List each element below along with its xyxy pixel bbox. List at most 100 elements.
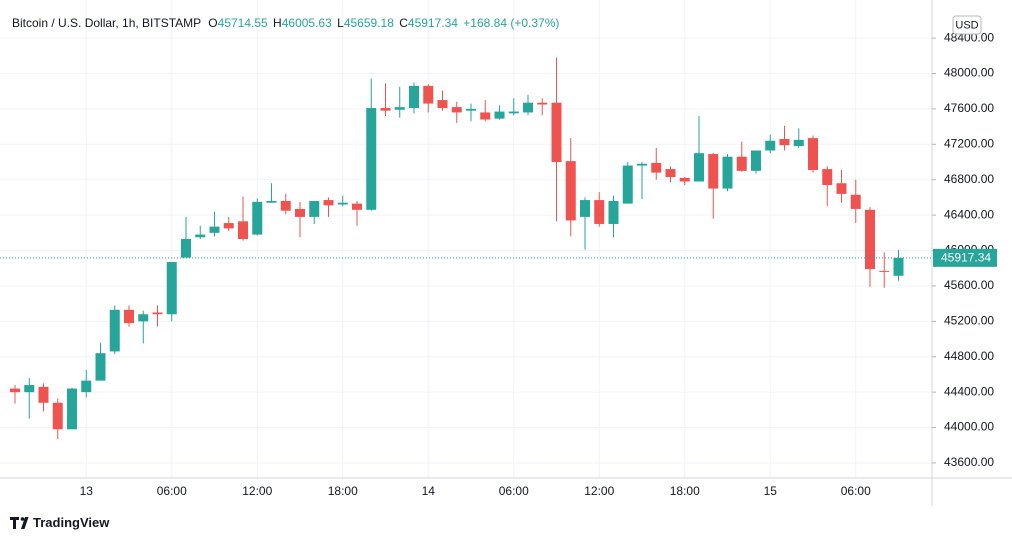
change-value: +168.84 (+0.37%) bbox=[463, 16, 559, 30]
candle-body bbox=[109, 309, 120, 352]
logo-dot bbox=[20, 517, 25, 521]
candle-body bbox=[893, 257, 904, 276]
candle-body bbox=[765, 140, 776, 151]
axis-labels: 43600.00 44000.00 44400.00 44800.00 45200.00… bbox=[80, 30, 997, 498]
candle-body bbox=[608, 200, 619, 224]
high-value: 46005.63 bbox=[282, 16, 332, 30]
candle-body bbox=[124, 309, 134, 324]
candle-body bbox=[409, 85, 419, 109]
x-tick-label: 18:00 bbox=[328, 484, 358, 498]
y-tick-label: 44800.00 bbox=[944, 349, 994, 363]
candle-body bbox=[10, 388, 20, 393]
x-tick-label: 12:00 bbox=[584, 484, 614, 498]
candle-body bbox=[52, 402, 63, 430]
candle-body bbox=[736, 156, 747, 171]
candle-body bbox=[451, 107, 462, 113]
candles bbox=[0, 57, 932, 440]
grid bbox=[0, 0, 932, 478]
candle-body bbox=[67, 388, 77, 430]
candle-body bbox=[181, 239, 191, 258]
candle-body bbox=[523, 102, 533, 113]
candle-body bbox=[309, 200, 320, 217]
candle-body bbox=[836, 183, 847, 194]
close-value: 45917.34 bbox=[408, 16, 458, 30]
candle-body bbox=[366, 108, 377, 210]
candle-body bbox=[679, 177, 690, 182]
candle-body bbox=[81, 380, 92, 393]
candle-body bbox=[337, 202, 348, 205]
candle-body bbox=[24, 385, 35, 393]
candle-body bbox=[622, 165, 633, 204]
candle-body bbox=[694, 153, 704, 182]
candle-body bbox=[195, 234, 206, 238]
y-tick-label: 45600.00 bbox=[944, 278, 994, 292]
candle-body bbox=[637, 163, 647, 166]
x-tick-label: 06:00 bbox=[841, 484, 871, 498]
x-tick-label: 14 bbox=[422, 484, 436, 498]
brand-name: TradingView bbox=[33, 515, 110, 530]
candle-body bbox=[295, 208, 305, 217]
candle-body bbox=[266, 200, 277, 203]
candle-body bbox=[808, 138, 818, 170]
y-tick-label: 45200.00 bbox=[944, 314, 994, 328]
currency-label[interactable]: USD bbox=[955, 19, 978, 31]
candle-body bbox=[437, 100, 448, 109]
last-price-label: 45917.34 bbox=[941, 251, 991, 265]
x-tick-label: 12:00 bbox=[242, 484, 272, 498]
candle-body bbox=[380, 108, 391, 111]
close-key: C bbox=[399, 16, 408, 30]
x-tick-label: 06:00 bbox=[499, 484, 529, 498]
candle-body bbox=[38, 386, 49, 403]
candle-body bbox=[209, 226, 220, 233]
last-price-box bbox=[933, 248, 997, 267]
y-tick-label: 43600.00 bbox=[944, 455, 994, 469]
candle-body bbox=[793, 139, 804, 147]
candle-body bbox=[238, 221, 248, 240]
candle-body bbox=[651, 162, 662, 173]
candle-body bbox=[551, 102, 562, 163]
x-tick-label: 18:00 bbox=[670, 484, 700, 498]
candle-body bbox=[394, 107, 405, 110]
candle-body bbox=[466, 108, 476, 111]
candle-body bbox=[565, 161, 576, 221]
candle-body bbox=[152, 312, 163, 315]
logo-icon bbox=[10, 517, 29, 529]
symbol-title: Bitcoin / U.S. Dollar, 1h, BITSTAMP bbox=[12, 16, 201, 30]
open-key: O bbox=[208, 16, 217, 30]
candle-body bbox=[865, 209, 875, 270]
candle-body bbox=[665, 169, 676, 178]
candle-body bbox=[594, 200, 605, 224]
x-tick-label: 13 bbox=[80, 484, 94, 498]
candle-body bbox=[423, 85, 434, 104]
x-tick-label: 06:00 bbox=[157, 484, 187, 498]
y-tick-label: 47200.00 bbox=[944, 136, 994, 150]
candle-body bbox=[708, 154, 719, 189]
brand-logo: TradingView bbox=[10, 515, 110, 530]
legend: Bitcoin / U.S. Dollar, 1h, BITSTAMP O457… bbox=[12, 16, 559, 30]
candle-body bbox=[751, 150, 761, 171]
y-tick-label: 47600.00 bbox=[944, 101, 994, 115]
y-tick-label: 44400.00 bbox=[944, 384, 994, 398]
candle-body bbox=[480, 112, 491, 120]
candle-body bbox=[722, 156, 733, 189]
candle-body bbox=[822, 169, 833, 186]
y-tick-label: 46400.00 bbox=[944, 207, 994, 221]
y-tick-label: 48000.00 bbox=[944, 66, 994, 80]
y-tick-label: 44000.00 bbox=[944, 420, 994, 434]
candle-body bbox=[166, 262, 177, 315]
low-value: 45659.18 bbox=[344, 16, 394, 30]
candle-body bbox=[323, 200, 334, 206]
candle-body bbox=[494, 111, 505, 119]
candle-body bbox=[508, 111, 519, 114]
currency-button[interactable] bbox=[952, 15, 982, 35]
candle-body bbox=[138, 314, 149, 322]
x-tick-label: 15 bbox=[764, 484, 778, 498]
candle-body bbox=[280, 200, 291, 211]
candle-body bbox=[779, 138, 790, 146]
candle-body bbox=[223, 223, 234, 229]
candle-body bbox=[537, 102, 548, 105]
candle-body bbox=[879, 270, 890, 272]
candle-body bbox=[850, 194, 861, 209]
